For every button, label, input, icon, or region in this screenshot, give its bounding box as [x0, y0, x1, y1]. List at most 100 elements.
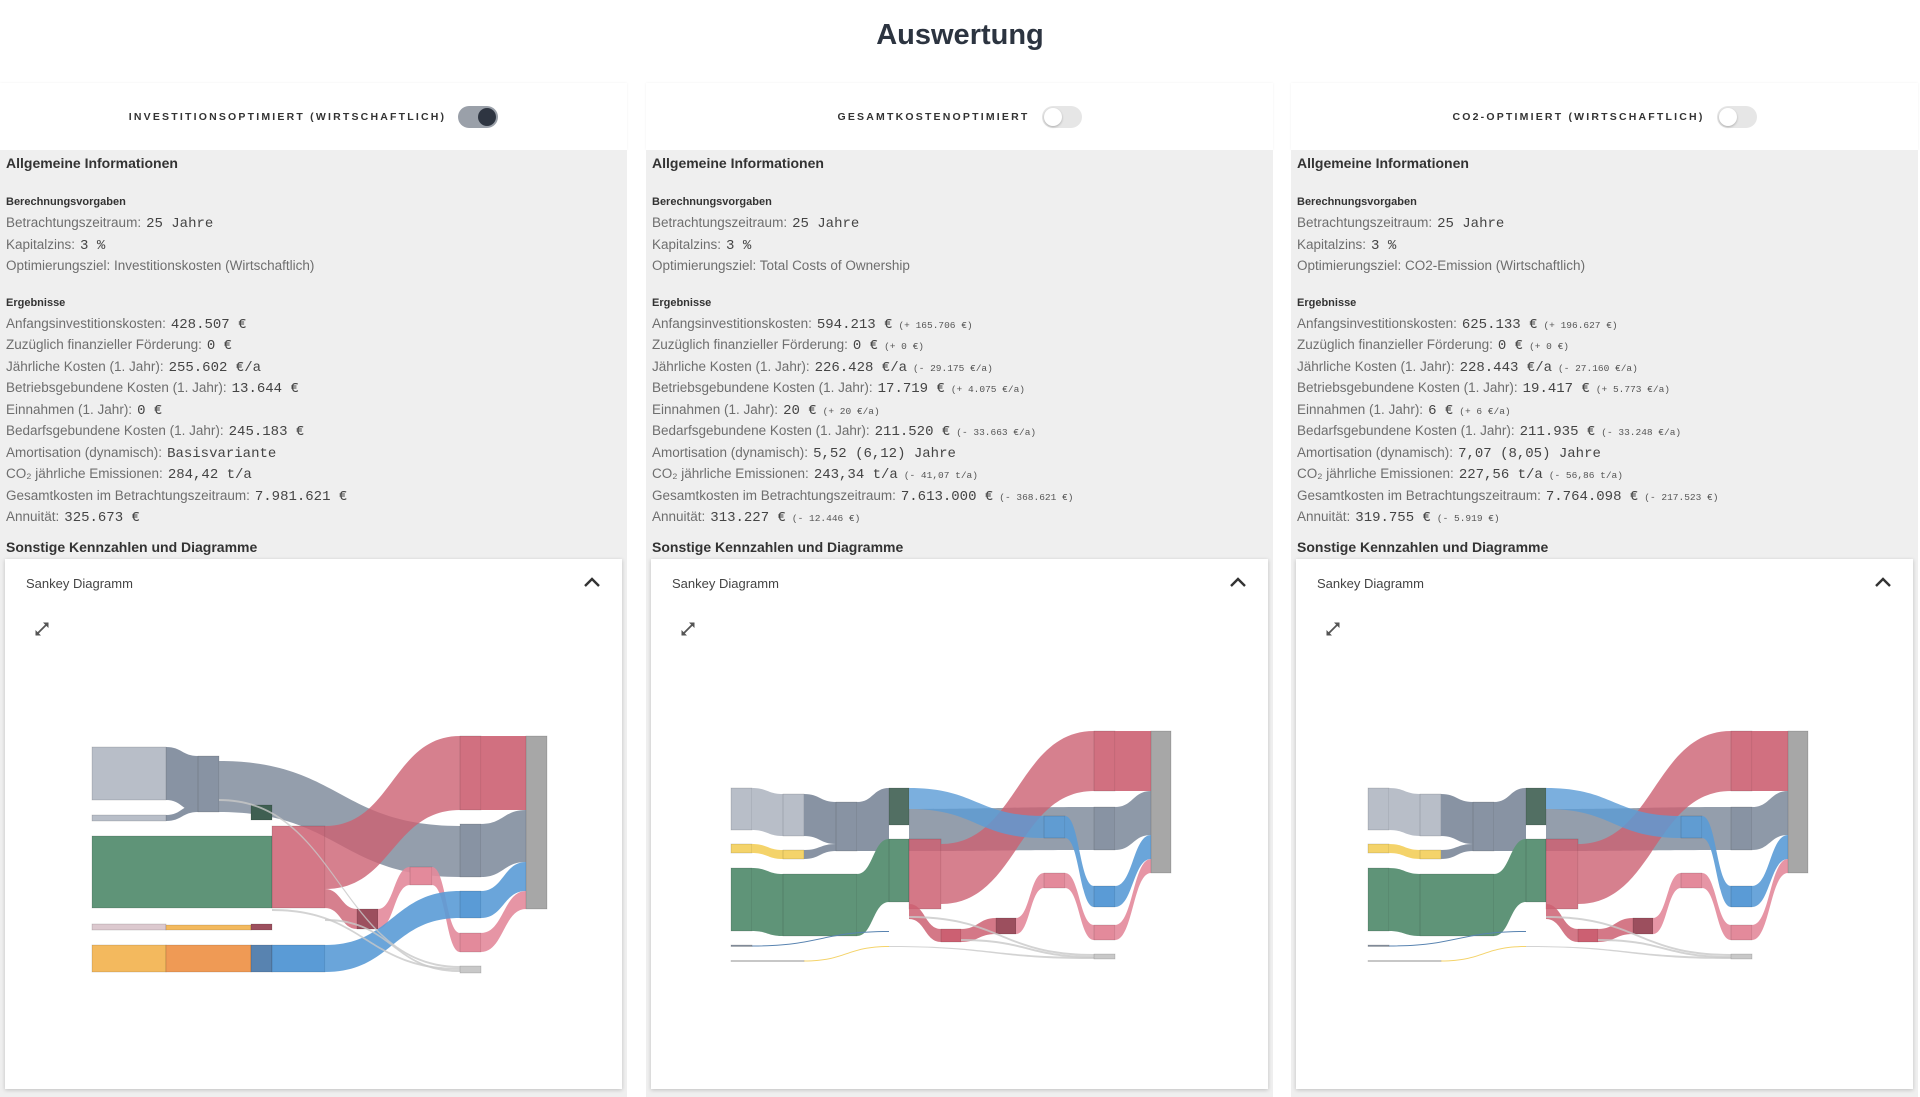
- expand-icon[interactable]: [32, 619, 52, 639]
- chevron-up-icon[interactable]: [1229, 575, 1247, 589]
- sankey-node[interactable]: [1632, 917, 1654, 935]
- sankey-link[interactable]: [1494, 809, 1526, 851]
- sankey-node[interactable]: [1093, 924, 1116, 941]
- sankey-link[interactable]: [325, 891, 460, 972]
- expand-icon[interactable]: [1323, 619, 1343, 639]
- sankey-node[interactable]: [1150, 730, 1172, 874]
- sankey-node[interactable]: [1367, 944, 1390, 947]
- sankey-node[interactable]: [782, 849, 805, 860]
- sankey-node[interactable]: [271, 825, 326, 909]
- sankey-link[interactable]: [857, 839, 889, 936]
- sankey-link[interactable]: [804, 946, 889, 962]
- sankey-link[interactable]: [1441, 946, 1526, 962]
- sankey-node[interactable]: [91, 835, 273, 909]
- sankey-link[interactable]: [481, 862, 526, 918]
- sankey-node[interactable]: [250, 923, 273, 931]
- sankey-node[interactable]: [835, 801, 858, 852]
- sankey-node[interactable]: [1730, 730, 1753, 792]
- sankey-link[interactable]: [1115, 791, 1151, 850]
- sankey-link[interactable]: [1441, 844, 1473, 859]
- sankey-node[interactable]: [1577, 928, 1599, 943]
- sankey-node[interactable]: [459, 965, 482, 974]
- sankey-node[interactable]: [782, 873, 858, 937]
- sankey-link[interactable]: [166, 804, 198, 821]
- sankey-node[interactable]: [1367, 867, 1390, 932]
- sankey-link[interactable]: [1752, 859, 1788, 940]
- sankey-node[interactable]: [1367, 960, 1442, 962]
- sankey-node[interactable]: [908, 838, 942, 910]
- sankey-link[interactable]: [378, 867, 410, 929]
- sankey-link[interactable]: [752, 931, 889, 947]
- sankey-node[interactable]: [459, 823, 482, 878]
- sankey-link[interactable]: [1653, 873, 1681, 934]
- sankey-link[interactable]: [1115, 835, 1151, 907]
- sankey-link[interactable]: [1546, 788, 1681, 838]
- sankey-node[interactable]: [782, 793, 805, 837]
- sankey-node[interactable]: [888, 787, 910, 826]
- sankey-link[interactable]: [857, 788, 889, 809]
- sankey-node[interactable]: [1730, 885, 1753, 908]
- sankey-link[interactable]: [1065, 873, 1094, 940]
- sankey-link[interactable]: [909, 788, 1044, 838]
- sankey-link[interactable]: [325, 736, 460, 889]
- sankey-node[interactable]: [1730, 953, 1753, 960]
- sankey-link[interactable]: [961, 918, 996, 942]
- sankey-link[interactable]: [889, 946, 1094, 959]
- sankey-node[interactable]: [995, 917, 1017, 935]
- sankey-link[interactable]: [1546, 904, 1578, 942]
- sankey-node[interactable]: [730, 944, 753, 947]
- sankey-link[interactable]: [481, 810, 526, 877]
- sankey-link[interactable]: [752, 788, 783, 836]
- sankey-node[interactable]: [730, 787, 753, 831]
- sankey-link[interactable]: [752, 868, 783, 936]
- sankey-link[interactable]: [1389, 931, 1526, 947]
- sankey-node[interactable]: [197, 755, 220, 813]
- sankey-node[interactable]: [1093, 885, 1116, 908]
- chevron-up-icon[interactable]: [583, 575, 601, 589]
- sankey-link[interactable]: [272, 909, 460, 970]
- sankey-node[interactable]: [1787, 730, 1809, 874]
- sankey-link[interactable]: [1752, 835, 1788, 907]
- sankey-node[interactable]: [459, 735, 482, 811]
- sankey-node[interactable]: [1367, 843, 1390, 854]
- sankey-link[interactable]: [1526, 946, 1731, 959]
- sankey-link[interactable]: [1016, 873, 1044, 934]
- sankey-node[interactable]: [1419, 873, 1495, 937]
- sankey-node[interactable]: [1680, 815, 1703, 839]
- sankey-node[interactable]: [1367, 787, 1390, 831]
- sankey-link[interactable]: [1065, 816, 1094, 907]
- sankey-link[interactable]: [219, 799, 460, 968]
- sankey-link[interactable]: [1598, 918, 1633, 942]
- variant-toggle[interactable]: [1041, 105, 1082, 128]
- sankey-node[interactable]: [1419, 849, 1442, 860]
- sankey-node[interactable]: [730, 960, 805, 962]
- sankey-node[interactable]: [459, 890, 482, 919]
- sankey-node[interactable]: [409, 866, 433, 886]
- sankey-link[interactable]: [1441, 794, 1473, 844]
- chevron-up-icon[interactable]: [1874, 575, 1892, 589]
- sankey-link[interactable]: [219, 761, 460, 877]
- sankey-link[interactable]: [804, 794, 836, 844]
- sankey-node[interactable]: [1545, 838, 1579, 910]
- sankey-node[interactable]: [1043, 815, 1066, 839]
- variant-toggle[interactable]: [458, 105, 499, 128]
- sankey-node[interactable]: [91, 923, 167, 931]
- sankey-node[interactable]: [888, 838, 910, 903]
- sankey-link[interactable]: [804, 844, 836, 859]
- sankey-link[interactable]: [752, 844, 783, 859]
- sankey-node[interactable]: [1472, 801, 1495, 852]
- sankey-link[interactable]: [1546, 916, 1731, 956]
- sankey-link[interactable]: [325, 889, 357, 929]
- sankey-node[interactable]: [1043, 872, 1066, 889]
- sankey-node[interactable]: [459, 932, 482, 953]
- sankey-link[interactable]: [325, 919, 460, 972]
- sankey-node[interactable]: [1093, 806, 1116, 851]
- sankey-link[interactable]: [909, 916, 1094, 956]
- sankey-node[interactable]: [1525, 838, 1547, 903]
- sankey-node[interactable]: [525, 735, 548, 910]
- sankey-node[interactable]: [1680, 872, 1703, 889]
- sankey-link[interactable]: [481, 891, 526, 952]
- expand-icon[interactable]: [678, 619, 698, 639]
- sankey-node[interactable]: [1093, 730, 1116, 792]
- sankey-node[interactable]: [940, 928, 962, 943]
